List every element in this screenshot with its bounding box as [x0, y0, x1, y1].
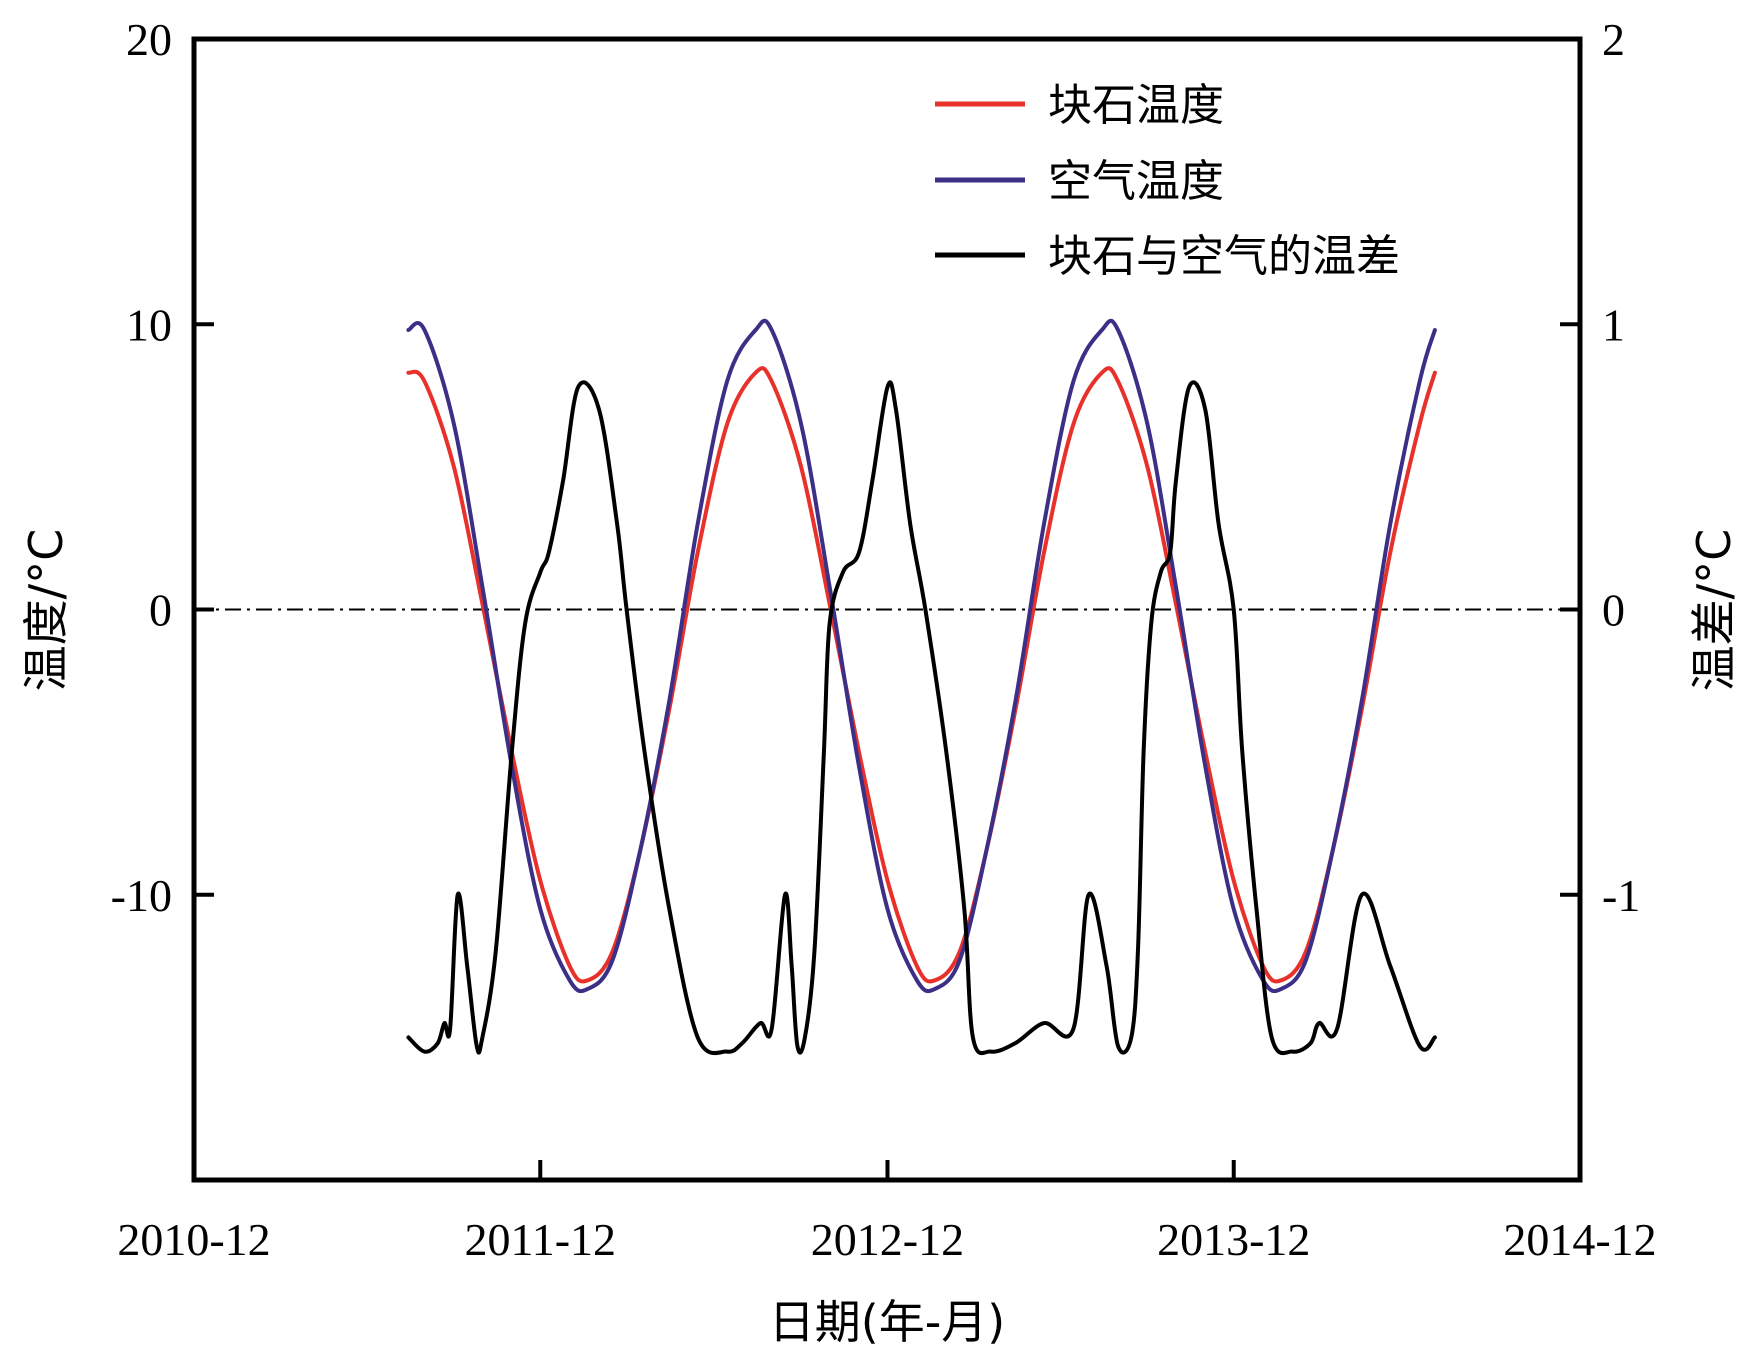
y-left-tick-label: -10	[111, 870, 172, 921]
x-axis-title: 日期(年-月)	[769, 1295, 1006, 1349]
tick-layer	[194, 322, 1580, 1180]
legend: 块石温度 空气温度 块石与空气的温差	[935, 80, 1400, 282]
y-left-tick-label: 20	[126, 14, 172, 65]
air-temperature-line	[406, 318, 1437, 994]
y-right-tick-label: 0	[1602, 585, 1625, 636]
legend-label-rock: 块石温度	[1048, 80, 1224, 131]
y-left-tick-label: 0	[149, 585, 172, 636]
y-right-tick-label: 2	[1602, 14, 1625, 65]
y-right-tick-label: -1	[1602, 870, 1640, 921]
x-tick-label: 2013-12	[1157, 1214, 1310, 1265]
x-tick-label: 2014-12	[1503, 1214, 1656, 1265]
temperature-difference-line	[406, 380, 1437, 1056]
series-layer	[406, 318, 1437, 1056]
y-axis-right-title: 温差/°C	[1687, 529, 1741, 692]
y-left-tick-label: 10	[126, 299, 172, 350]
rock-temperature-line	[406, 366, 1437, 984]
y-right-tick-label: 1	[1602, 299, 1625, 350]
legend-label-air: 空气温度	[1048, 156, 1224, 207]
legend-label-diff: 块石与空气的温差	[1048, 231, 1400, 282]
tick-label-layer: 2010-12 2011-12 2012-12 2013-12 2014-1220100…	[111, 14, 1657, 1265]
x-tick-label: 2010-12	[117, 1214, 270, 1265]
x-tick-label: 2011-12	[464, 1214, 616, 1265]
y-axis-left-title: 温度/°C	[19, 529, 73, 692]
x-tick-label: 2012-12	[811, 1214, 964, 1265]
